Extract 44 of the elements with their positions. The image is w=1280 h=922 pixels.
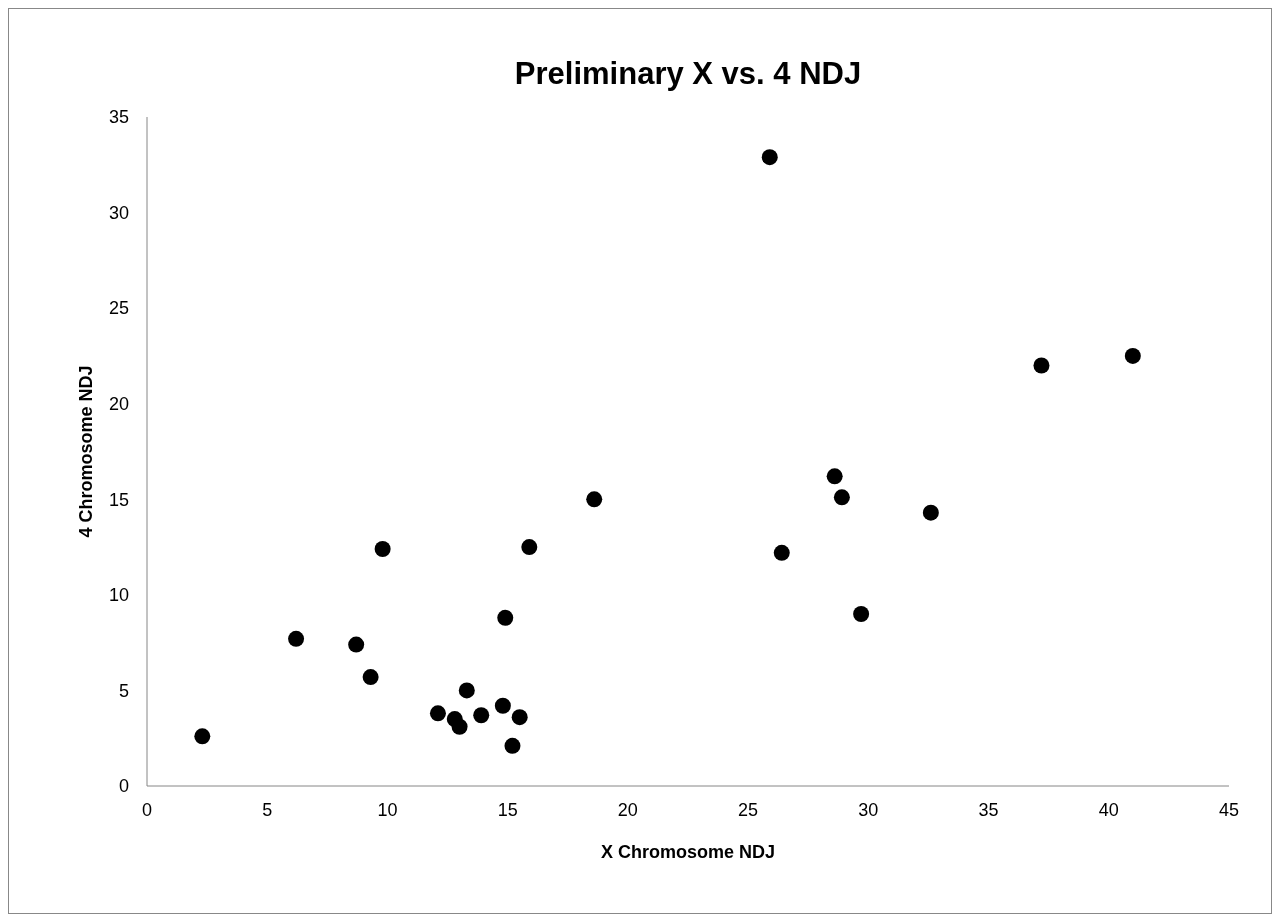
y-tick-label: 30	[108, 202, 129, 223]
x-axis-title: X Chromosome NDJ	[600, 842, 776, 862]
point	[494, 697, 511, 714]
point	[504, 737, 521, 754]
y-tick-label: 0	[118, 776, 129, 797]
x-tick-label: 45	[1218, 800, 1240, 820]
y-tick-label: 15	[108, 489, 129, 510]
point	[826, 468, 843, 485]
point	[761, 149, 778, 166]
y-tick-label: 5	[118, 680, 129, 701]
chart-title: Preliminary X vs. 4 NDJ	[514, 56, 862, 91]
x-tick-label: 5	[262, 800, 273, 820]
x-tick-label: 0	[141, 800, 153, 820]
y-axis-title: 4 Chromosome NDJ	[76, 365, 96, 538]
point	[288, 630, 305, 647]
x-tick-label: 20	[617, 800, 638, 820]
point	[922, 504, 939, 521]
point	[348, 636, 365, 653]
point	[374, 541, 391, 557]
point	[511, 709, 528, 726]
point	[1124, 347, 1141, 364]
y-tick-label: 10	[108, 585, 129, 606]
point	[521, 539, 538, 556]
x-tick-label: 25	[738, 800, 759, 820]
point	[458, 682, 475, 699]
point	[773, 544, 790, 561]
point	[451, 718, 468, 735]
point	[853, 605, 870, 622]
y-tick-label: 20	[108, 394, 129, 415]
point	[497, 609, 514, 626]
point	[473, 707, 490, 724]
x-tick-label: 15	[497, 800, 518, 820]
y-tick-label: 35	[108, 107, 129, 128]
point	[362, 669, 379, 686]
point	[833, 489, 850, 506]
x-tick-label: 40	[1098, 800, 1119, 820]
x-tick-label: 30	[858, 800, 879, 820]
point	[429, 705, 446, 722]
point	[1033, 357, 1050, 374]
point	[194, 728, 211, 745]
x-tick-label: 10	[377, 800, 398, 820]
x-tick-label: 35	[978, 800, 999, 820]
point	[586, 491, 603, 508]
y-tick-label: 25	[108, 298, 129, 319]
